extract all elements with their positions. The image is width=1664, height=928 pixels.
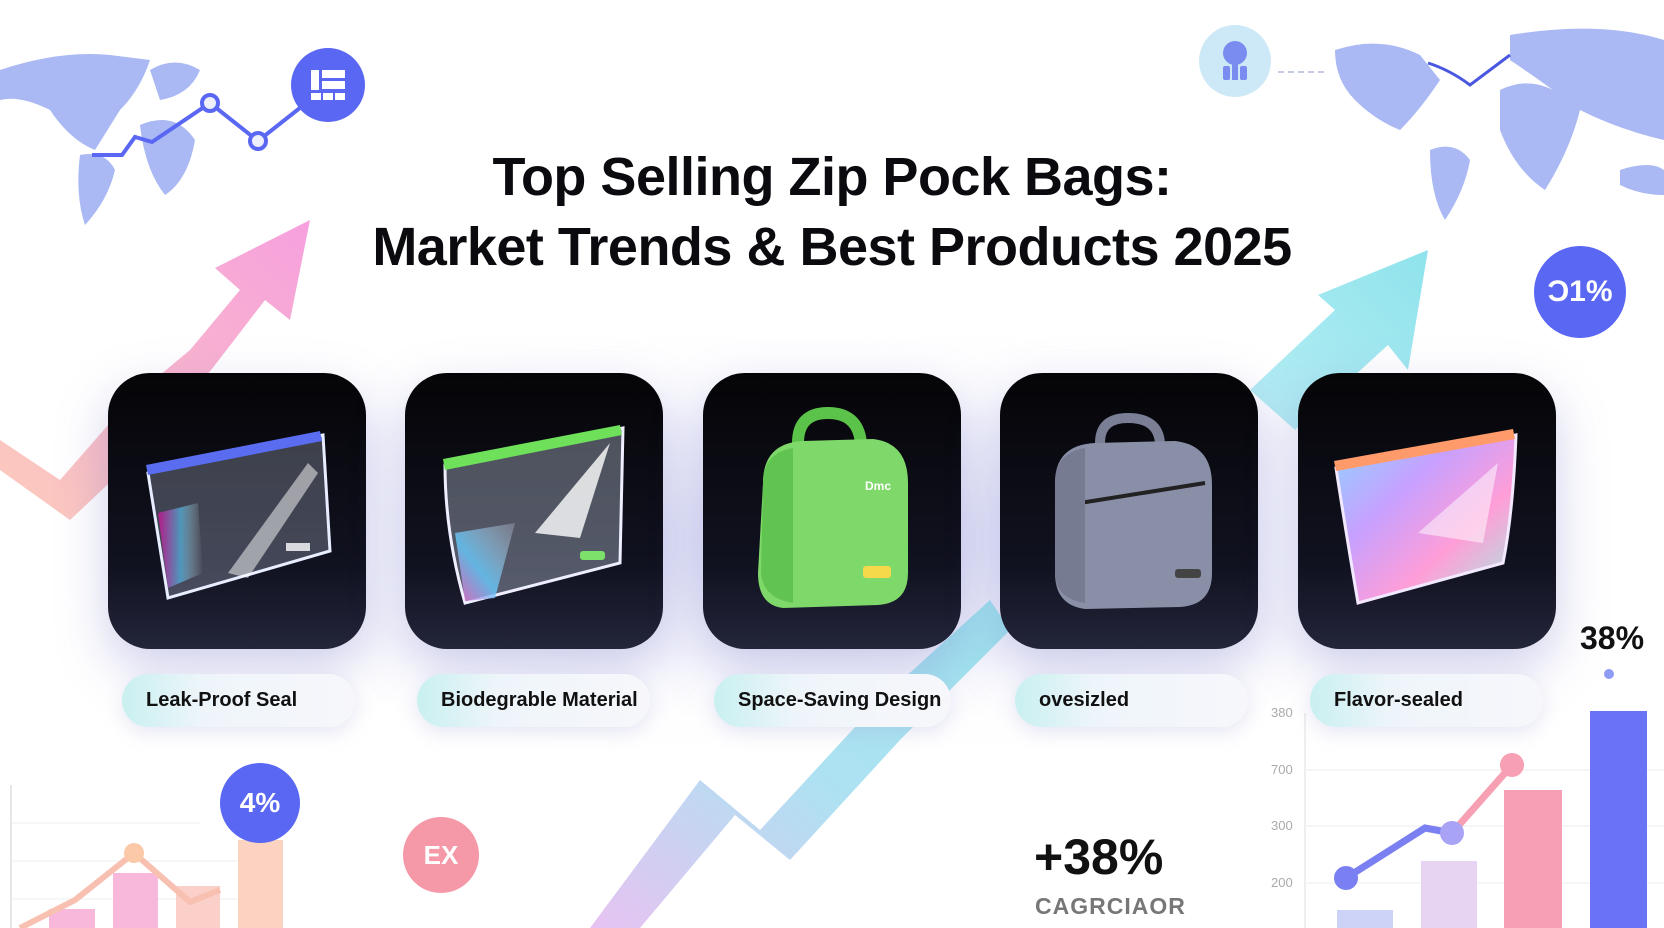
world-map-right bbox=[1335, 28, 1664, 220]
percent-badge-top-right: Ɔ1% bbox=[1534, 246, 1626, 338]
ex-badge: EX bbox=[403, 817, 479, 893]
trend-arrow-pink bbox=[0, 220, 310, 520]
feature-pill-flavor-sealed: Flavor-sealed bbox=[1310, 674, 1543, 727]
right-chart-bar bbox=[1504, 790, 1562, 928]
product-card[interactable] bbox=[108, 373, 366, 649]
chart-percent-label: 38% bbox=[1580, 620, 1645, 656]
route-node bbox=[248, 131, 268, 151]
right-chart-marker bbox=[1604, 669, 1614, 679]
y-tick: 300 bbox=[1271, 818, 1293, 833]
right-chart-point bbox=[1334, 866, 1358, 890]
route-line-right bbox=[1427, 53, 1511, 87]
left-chart-bar bbox=[238, 840, 283, 928]
right-chart-bar bbox=[1590, 711, 1647, 928]
title-line-1: Top Selling Zip Pock Bags: bbox=[492, 147, 1172, 207]
title-line-2: Market Trends & Best Products 2025 bbox=[372, 217, 1292, 277]
left-chart-point bbox=[124, 843, 144, 863]
percent-badge-bottom-left: 4% bbox=[220, 763, 300, 843]
holographic-pouch-image bbox=[443, 425, 625, 605]
rainbow-pouch-image bbox=[1334, 429, 1518, 605]
trend-arrow-cyan bbox=[1250, 250, 1428, 430]
y-tick: 380 bbox=[1271, 705, 1293, 720]
product-card[interactable] bbox=[405, 373, 663, 649]
product-card[interactable] bbox=[1000, 373, 1258, 649]
stat-label: CAGRCIAOR bbox=[1035, 893, 1186, 919]
right-chart bbox=[1304, 669, 1664, 928]
feature-pill-oversized: ovesizled bbox=[1015, 674, 1248, 727]
right-chart-point bbox=[1500, 753, 1524, 777]
left-chart-bar bbox=[113, 873, 158, 928]
feature-pill-space-saving: Space-Saving Design bbox=[714, 674, 951, 727]
product-card[interactable] bbox=[1298, 373, 1556, 649]
right-chart-bar bbox=[1337, 910, 1393, 928]
route-node bbox=[200, 93, 220, 113]
feature-pill-biodegradable: Biodegrable Material bbox=[417, 674, 650, 727]
clear-zip-pouch-image bbox=[146, 431, 332, 600]
right-chart-bar bbox=[1421, 861, 1477, 928]
y-tick: 700 bbox=[1271, 762, 1293, 777]
bag-brand-text: Dmc bbox=[865, 479, 891, 493]
gray-zip-bag-image bbox=[1055, 412, 1212, 609]
dashboard-grid-icon bbox=[291, 48, 365, 122]
y-tick: 200 bbox=[1271, 875, 1293, 890]
user-location-icon bbox=[1199, 25, 1271, 97]
feature-pill-leak-proof: Leak-Proof Seal bbox=[122, 674, 355, 727]
green-zip-bag-image: Dmc bbox=[758, 406, 908, 608]
right-chart-line bbox=[1449, 762, 1515, 836]
left-chart bbox=[10, 785, 283, 928]
stat-value: +38% bbox=[1034, 829, 1164, 885]
product-card[interactable]: Dmc bbox=[703, 373, 961, 649]
right-chart-point bbox=[1440, 821, 1464, 845]
left-chart-bar bbox=[49, 909, 95, 928]
